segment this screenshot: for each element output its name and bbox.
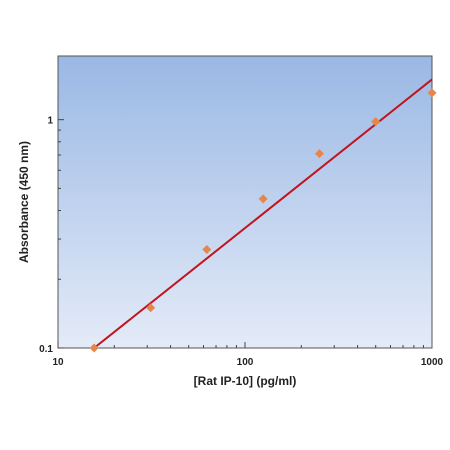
y-tick-label: 1 (47, 116, 53, 127)
data-point (89, 343, 99, 353)
data-point (427, 88, 437, 98)
data-point (202, 244, 212, 254)
x-tick-label: 10 (52, 357, 64, 368)
data-point (146, 303, 156, 313)
data-point (314, 149, 324, 159)
plot-area (57, 55, 433, 349)
data-point (258, 194, 268, 204)
y-tick-label: 0.1 (39, 344, 53, 355)
x-tick-label: 1000 (421, 357, 444, 368)
x-tick-label: 100 (237, 357, 254, 368)
data-point (371, 117, 381, 127)
y-axis-label: Absorbance (450 nm) (17, 141, 31, 263)
x-axis-label: [Rat IP-10] (pg/ml) (194, 374, 297, 388)
